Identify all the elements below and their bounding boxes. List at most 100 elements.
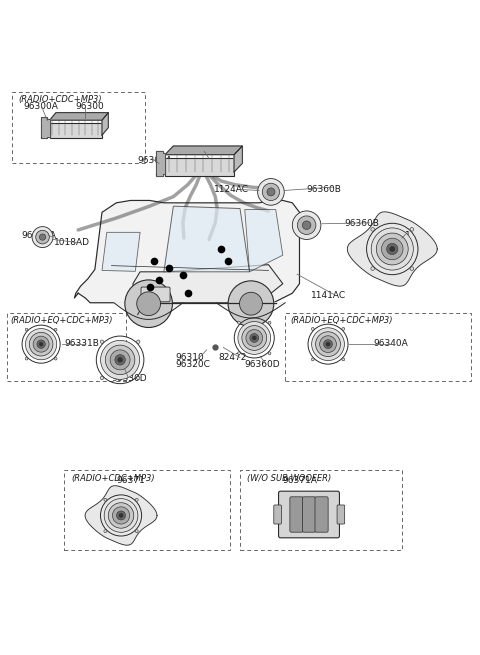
Text: 96371A: 96371A [283,476,318,485]
Circle shape [119,514,123,517]
Circle shape [238,322,240,324]
Text: 96360B: 96360B [345,219,380,229]
Circle shape [371,227,374,231]
Circle shape [302,221,311,229]
Circle shape [117,511,126,520]
Circle shape [135,498,138,501]
Circle shape [312,358,314,361]
Circle shape [137,377,140,380]
Circle shape [262,183,279,200]
Text: 96320C: 96320C [176,360,211,369]
Text: 96300: 96300 [76,102,105,111]
Text: 96330D: 96330D [111,374,147,383]
Circle shape [25,329,57,360]
Circle shape [238,322,271,354]
Circle shape [54,328,57,331]
Text: (RADIO+CDC+MP3): (RADIO+CDC+MP3) [71,474,155,483]
Bar [64,470,230,550]
Circle shape [292,211,321,240]
Circle shape [390,246,395,252]
Circle shape [104,498,138,533]
Circle shape [342,358,345,361]
Circle shape [250,333,259,343]
Circle shape [371,267,374,271]
Circle shape [238,352,240,354]
Text: 96310: 96310 [176,353,204,362]
Circle shape [228,281,274,327]
Polygon shape [234,146,242,172]
Text: 96331B: 96331B [64,339,99,348]
Circle shape [39,234,46,240]
Text: (RADIO+CDC+MP3): (RADIO+CDC+MP3) [19,95,102,104]
FancyBboxPatch shape [302,496,315,533]
Text: 82472: 82472 [218,353,247,362]
Circle shape [125,280,172,328]
Circle shape [29,332,53,356]
Circle shape [32,227,53,248]
Circle shape [371,228,413,270]
FancyBboxPatch shape [337,505,345,524]
FancyBboxPatch shape [141,287,170,302]
Circle shape [268,352,271,354]
Polygon shape [216,303,285,318]
Circle shape [108,502,134,528]
Text: 96371: 96371 [383,231,411,240]
Circle shape [386,244,398,255]
Text: 96300: 96300 [188,147,216,156]
FancyBboxPatch shape [290,496,303,533]
Text: 96360D: 96360D [245,360,280,369]
Circle shape [267,188,275,196]
Text: 96300A: 96300A [24,102,59,111]
Text: 96300A: 96300A [138,155,173,164]
Circle shape [100,377,104,380]
Polygon shape [156,151,165,176]
Circle shape [297,216,316,234]
Circle shape [376,233,408,265]
Circle shape [112,507,130,524]
Text: 96360B: 96360B [307,185,341,194]
Polygon shape [245,210,283,272]
FancyBboxPatch shape [165,159,234,176]
Circle shape [115,354,125,365]
Bar [285,313,471,381]
Polygon shape [164,206,250,272]
Circle shape [342,328,345,330]
Circle shape [382,238,403,260]
Circle shape [135,530,138,533]
Polygon shape [49,113,108,120]
Polygon shape [74,200,300,303]
FancyBboxPatch shape [278,491,339,538]
FancyBboxPatch shape [49,123,102,138]
Polygon shape [102,113,108,135]
Circle shape [54,358,57,360]
FancyBboxPatch shape [315,496,328,533]
Circle shape [37,340,45,348]
Circle shape [110,350,130,370]
Circle shape [137,292,160,316]
Circle shape [25,328,28,331]
Circle shape [252,336,256,340]
Polygon shape [85,486,157,545]
Circle shape [39,343,43,346]
Circle shape [36,231,49,244]
Circle shape [33,336,49,352]
FancyBboxPatch shape [274,505,281,524]
Polygon shape [41,117,49,138]
Bar [12,92,145,163]
Circle shape [137,340,140,343]
Circle shape [320,336,336,352]
Circle shape [104,498,107,501]
Circle shape [104,530,107,533]
Polygon shape [348,212,437,286]
Circle shape [410,267,414,271]
Text: 96340A: 96340A [373,339,408,348]
Circle shape [324,340,333,348]
Text: (W/O SUB WOOFER): (W/O SUB WOOFER) [247,474,331,483]
Circle shape [410,227,414,231]
Circle shape [25,358,28,360]
Text: (RADIO+EQ+CDC+MP3): (RADIO+EQ+CDC+MP3) [290,316,393,325]
Circle shape [312,328,345,360]
Circle shape [268,322,271,324]
Text: 1124AC: 1124AC [214,185,249,194]
Text: 96371: 96371 [116,476,145,485]
